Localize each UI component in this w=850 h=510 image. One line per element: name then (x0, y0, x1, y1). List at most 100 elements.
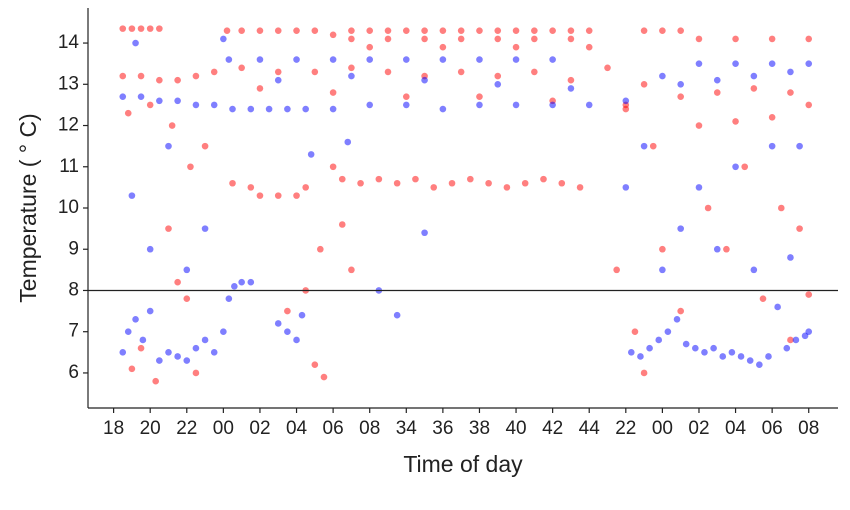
data-point (201, 142, 209, 150)
data-point (210, 101, 218, 109)
data-point (695, 184, 703, 191)
data-point (274, 27, 282, 34)
data-point (293, 27, 300, 34)
data-point (448, 179, 456, 187)
data-point (284, 307, 291, 315)
x-tick-label: 20 (140, 418, 161, 439)
data-point (649, 142, 657, 150)
data-point (238, 27, 245, 34)
data-point (640, 369, 648, 377)
data-point (732, 60, 739, 67)
x-tick-label: 40 (505, 418, 526, 439)
data-point (307, 151, 315, 158)
data-point (637, 353, 644, 360)
x-tick-label: 18 (103, 418, 124, 439)
data-point (805, 101, 813, 109)
data-point (457, 27, 465, 34)
data-point (701, 349, 708, 356)
data-point (613, 266, 620, 274)
data-point (439, 27, 447, 34)
data-point (146, 245, 154, 253)
data-point (695, 35, 703, 43)
data-point (274, 192, 282, 199)
data-point (348, 64, 355, 72)
y-tick-label: 14 (58, 32, 80, 53)
data-point (421, 76, 428, 84)
data-point (229, 179, 236, 187)
data-point (805, 60, 813, 67)
data-point (467, 175, 474, 183)
data-point (457, 35, 465, 43)
data-point (576, 184, 584, 191)
data-point (494, 72, 502, 80)
data-point (476, 27, 483, 34)
data-point (787, 254, 794, 261)
data-point (704, 204, 712, 212)
y-tick-label: 10 (58, 197, 79, 218)
data-point (768, 113, 776, 121)
data-point (156, 97, 163, 105)
data-point (677, 80, 684, 88)
data-point (137, 72, 145, 80)
data-point (759, 295, 767, 303)
y-tick-label: 7 (68, 321, 79, 342)
data-point (585, 27, 593, 34)
data-point (229, 105, 236, 113)
data-point (119, 25, 127, 32)
data-point (128, 192, 136, 199)
data-point (558, 179, 566, 187)
data-point (320, 373, 328, 381)
x-tick-label: 34 (396, 418, 418, 439)
x-tick-label: 04 (725, 418, 747, 439)
data-point (805, 35, 813, 43)
data-point (732, 118, 739, 125)
data-point (302, 184, 309, 191)
data-point (805, 291, 813, 298)
data-point (750, 85, 758, 92)
data-point (124, 109, 132, 117)
data-point (357, 179, 364, 187)
data-point (174, 353, 181, 360)
data-point (165, 349, 172, 356)
data-point (256, 192, 264, 199)
data-point (728, 349, 736, 356)
data-point (737, 353, 745, 360)
data-point (732, 163, 739, 171)
data-point (640, 142, 648, 150)
data-point (366, 101, 374, 109)
data-point (567, 35, 575, 43)
data-point (146, 25, 154, 32)
data-point (119, 349, 127, 356)
data-point (622, 97, 630, 105)
y-tick-label: 13 (58, 73, 79, 94)
data-point (659, 72, 666, 80)
data-point (348, 266, 355, 274)
data-point (128, 25, 136, 32)
data-point (247, 105, 255, 113)
data-point (329, 56, 337, 63)
data-point (293, 336, 300, 344)
x-tick-label: 00 (652, 418, 673, 439)
data-point (646, 344, 653, 352)
data-point (156, 357, 163, 364)
data-point (302, 105, 309, 113)
data-point (439, 43, 447, 51)
data-point (265, 105, 273, 113)
x-tick-label: 04 (286, 418, 308, 439)
data-point (787, 89, 794, 96)
data-point (695, 122, 703, 129)
data-point (659, 245, 666, 253)
data-point (311, 27, 319, 34)
data-point (503, 184, 511, 191)
data-point (604, 64, 611, 72)
y-axis-label: Temperature ( ° C) (15, 113, 41, 302)
data-point (298, 311, 306, 319)
data-point (124, 328, 132, 336)
data-point (796, 142, 803, 150)
data-point (174, 76, 181, 84)
data-point (168, 122, 176, 129)
data-point (119, 72, 127, 80)
data-point (741, 163, 749, 171)
data-point (139, 336, 147, 344)
